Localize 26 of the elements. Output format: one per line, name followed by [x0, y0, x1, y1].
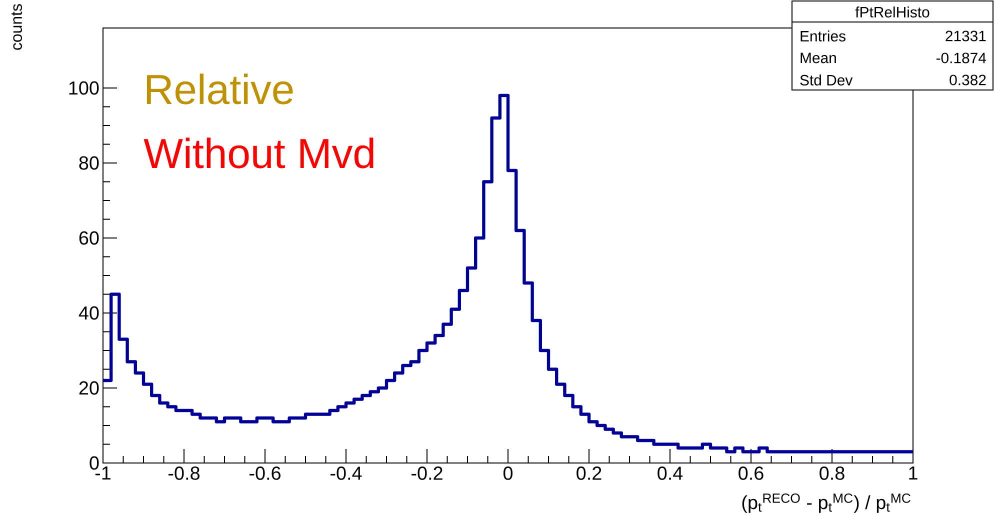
x-tick-label: 0	[503, 466, 513, 480]
x-tick-label: -0.4	[330, 466, 362, 480]
y-tick-label: 40	[78, 306, 99, 320]
annotation: Std Dev	[800, 74, 853, 86]
x-tick-label: -0.8	[168, 466, 200, 480]
annotation: Without Mvd	[144, 138, 374, 168]
y-tick-label: 80	[79, 156, 99, 170]
y-tick-label: 100	[69, 81, 99, 95]
annotation: Entries	[800, 30, 846, 42]
x-tick-label: 0.6	[738, 466, 764, 480]
text: (p$_{t}$$^{RECO}$ - p$_{t}$$^{MC}$) / p$_{t}$MC	[742, 494, 910, 513]
annotation: Mean	[800, 52, 836, 64]
text: -0.1874	[936, 52, 986, 64]
text: 21331	[946, 30, 986, 42]
text: 0.382	[950, 74, 986, 86]
y-axis-title: counts	[12, 4, 22, 50]
x-tick-label: 0.8	[820, 466, 844, 480]
annotation: Relative	[146, 74, 293, 104]
x-tick-label: 1	[909, 466, 918, 480]
chart-title: fPtRelHisto	[855, 6, 930, 18]
y-tick-label: 20	[79, 381, 99, 395]
x-tick-label: -0.6	[250, 466, 280, 480]
y-tick-label: 60	[79, 231, 99, 245]
x-tick-label: -0.2	[412, 466, 442, 480]
x-tick-label: 0.2	[576, 466, 602, 480]
x-tick-label: 0.4	[658, 466, 683, 480]
